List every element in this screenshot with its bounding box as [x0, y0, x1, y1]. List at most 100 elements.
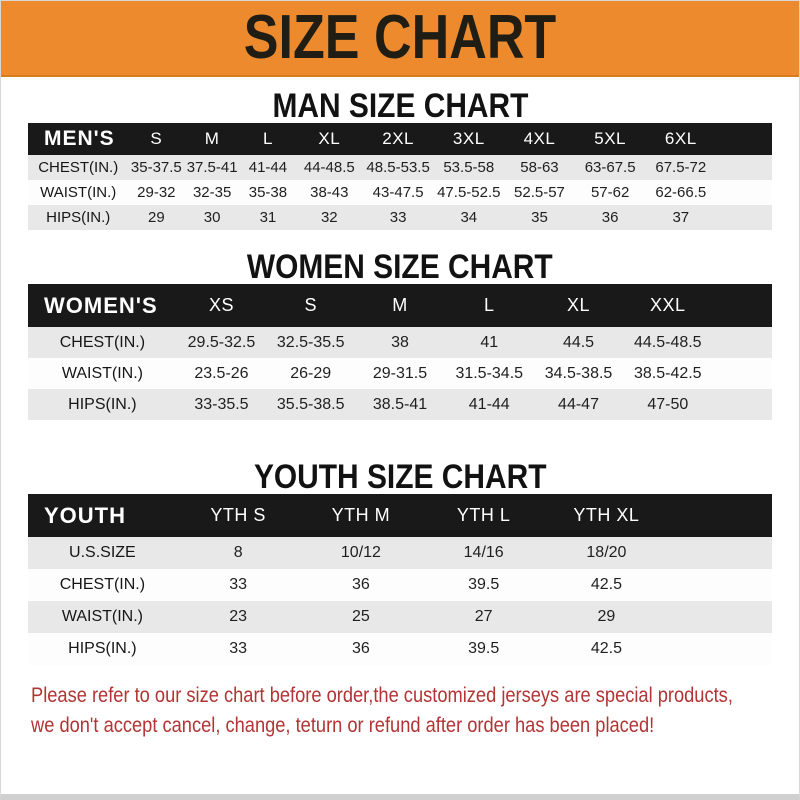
size-cell: 25	[352, 608, 370, 625]
youth-size-table: YOUTH YTH S YTH M YTH L YTH XL U.S.SIZE …	[28, 494, 772, 665]
size-cell: 37.5-41	[186, 159, 238, 176]
table-row: U.S.SIZE 8 10/12 14/16 18/20	[28, 537, 772, 569]
filler-cell	[716, 180, 772, 205]
size-cell: 34	[460, 209, 478, 226]
filler-cell	[668, 537, 772, 569]
size-cell: 36	[601, 209, 619, 226]
size-cell: 36	[352, 576, 370, 593]
size-col-header: 5XL	[594, 129, 626, 148]
man-section-heading: MAN SIZE CHART	[1, 89, 799, 123]
size-cell: 38.5-42.5	[633, 364, 702, 382]
size-cell: 27	[474, 608, 493, 625]
filler-cell	[668, 601, 772, 633]
filler-cell	[716, 205, 772, 230]
filler-cell	[716, 155, 772, 180]
size-col-header: L	[262, 129, 273, 148]
footer-note: Please refer to our size chart before or…	[1, 680, 799, 740]
size-cell: 58-63	[520, 159, 559, 176]
row-label: HIPS(IN.)	[68, 640, 137, 657]
size-cell: 29-32	[137, 184, 176, 201]
table-row: CHEST(IN.) 35-37.5 37.5-41 41-44 44-48.5…	[28, 155, 772, 180]
size-cell: 62-66.5	[655, 184, 707, 201]
filler-cell	[716, 123, 772, 155]
size-cell: 57-62	[590, 184, 630, 201]
filler-cell	[668, 569, 772, 601]
size-cell: 32	[320, 209, 338, 226]
table-row: CHEST(IN.) 29.5-32.5 32.5-35.5 38 41 44.…	[28, 327, 772, 358]
size-cell: 18/20	[586, 544, 627, 561]
size-col-header: XL	[318, 129, 341, 148]
size-cell: 35-38	[248, 184, 288, 201]
banner: SIZE CHART	[1, 1, 799, 77]
filler-cell	[712, 358, 772, 389]
table-row: HIPS(IN.) 29 30 31 32 33 34 35 36 37	[28, 205, 772, 230]
size-col-header: S	[304, 295, 317, 315]
row-label: CHEST(IN.)	[59, 333, 146, 351]
size-cell: 38	[391, 333, 409, 351]
footer-line: Please refer to our size chart before or…	[31, 680, 799, 710]
size-cell: 32-35	[192, 184, 232, 201]
size-cell: 35-37.5	[130, 159, 182, 176]
filler-cell	[712, 284, 772, 327]
size-cell: 29	[147, 209, 165, 226]
size-cell: 26-29	[290, 364, 332, 382]
size-cell: 29	[597, 608, 616, 625]
footer-note-line-1: Please refer to our size chart before or…	[31, 683, 733, 707]
size-cell: 23.5-26	[194, 364, 249, 382]
size-cell: 38.5-41	[372, 395, 428, 413]
size-cell: 14/16	[463, 544, 504, 561]
men-header-row: MEN'S S M L XL 2XL 3XL 4XL 5XL 6XL	[28, 123, 772, 155]
filler-cell	[668, 633, 772, 665]
women-table-title: WOMEN'S	[44, 292, 158, 318]
women-header-row: WOMEN'S XS S M L XL XXL	[28, 284, 772, 327]
size-col-header: M	[204, 129, 220, 148]
man-section-heading-text: MAN SIZE CHART	[272, 87, 528, 125]
row-label: WAIST(IN.)	[61, 608, 143, 625]
footer-note-line-2: we don't accept cancel, change, teturn o…	[31, 713, 655, 737]
size-cell: 33-35.5	[194, 395, 249, 413]
filler-cell	[712, 389, 772, 420]
row-label: CHEST(IN.)	[59, 576, 146, 593]
table-row: CHEST(IN.) 33 36 39.5 42.5	[28, 569, 772, 601]
size-cell: 53.5-58	[443, 159, 495, 176]
footer-line: we don't accept cancel, change, teturn o…	[31, 710, 799, 740]
size-cell: 44.5-48.5	[633, 333, 702, 351]
youth-header-row: YOUTH YTH S YTH M YTH L YTH XL	[28, 494, 772, 537]
size-cell: 42.5	[590, 640, 622, 657]
size-cell: 10/12	[340, 544, 381, 561]
size-col-header: L	[483, 295, 495, 315]
size-col-header: YTH L	[456, 505, 511, 525]
men-table-title: MEN'S	[44, 127, 115, 150]
size-cell: 41-44	[248, 159, 288, 176]
size-cell: 47-50	[647, 395, 689, 413]
size-cell: 44-48.5	[303, 159, 355, 176]
size-cell: 30	[203, 209, 221, 226]
filler-cell	[712, 327, 772, 358]
youth-section-heading-text: YOUTH SIZE CHART	[253, 458, 547, 496]
size-col-header: 4XL	[523, 129, 556, 148]
table-row: HIPS(IN.) 33 36 39.5 42.5	[28, 633, 772, 665]
size-col-header: YTH S	[210, 505, 266, 525]
size-cell: 8	[233, 544, 243, 561]
size-cell: 29.5-32.5	[187, 333, 256, 351]
row-label: HIPS(IN.)	[68, 395, 137, 413]
size-cell: 32.5-35.5	[276, 333, 345, 351]
row-label: HIPS(IN.)	[46, 209, 111, 226]
size-cell: 35	[531, 209, 548, 226]
size-cell: 41-44	[468, 395, 510, 413]
table-row: WAIST(IN.) 23 25 27 29	[28, 601, 772, 633]
filler-cell	[668, 494, 772, 537]
banner-title: SIZE CHART	[243, 3, 557, 72]
size-cell: 63-67.5	[584, 159, 636, 176]
size-col-header: 2XL	[382, 129, 414, 148]
size-cell: 34.5-38.5	[544, 364, 613, 382]
size-cell: 29-31.5	[372, 364, 428, 382]
size-col-header: S	[150, 129, 163, 148]
women-size-table: WOMEN'S XS S M L XL XXL CHEST(IN.) 29.5-…	[28, 284, 772, 420]
row-label: WAIST(IN.)	[61, 364, 143, 382]
size-cell: 52.5-57	[514, 184, 565, 201]
men-size-table: MEN'S S M L XL 2XL 3XL 4XL 5XL 6XL CHEST…	[28, 123, 772, 230]
size-cell: 33	[229, 640, 248, 657]
size-cell: 37	[672, 209, 690, 226]
size-col-header: 6XL	[664, 129, 697, 148]
